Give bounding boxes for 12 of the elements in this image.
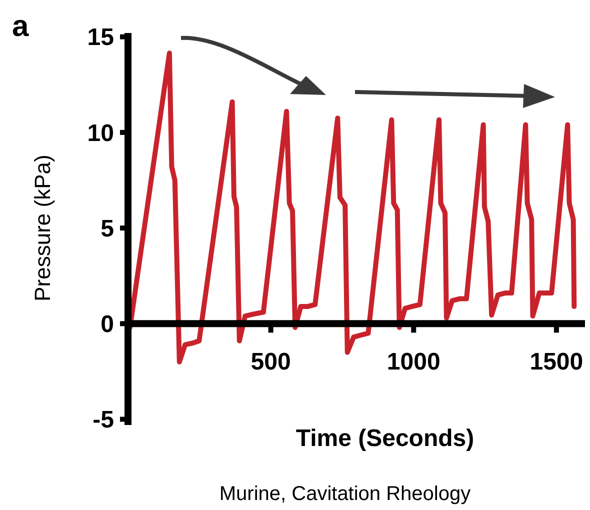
x-axis-title: Time (Seconds)	[296, 425, 474, 452]
y-tick-label: 0	[100, 311, 114, 338]
y-tick-label: 10	[87, 120, 114, 147]
x-tick-label: 500	[250, 348, 291, 376]
y-tick-label: 5	[100, 215, 114, 242]
x-tick-label: 1500	[530, 348, 584, 376]
y-axis-title: Pressure (kPa)	[30, 154, 55, 302]
y-tick-label: -5	[92, 406, 114, 434]
text: Murine, Cavitation Rheology	[219, 483, 471, 505]
text: a	[12, 10, 29, 43]
x-tick-label: 1000	[386, 348, 440, 376]
y-tick-label: 15	[87, 24, 114, 52]
